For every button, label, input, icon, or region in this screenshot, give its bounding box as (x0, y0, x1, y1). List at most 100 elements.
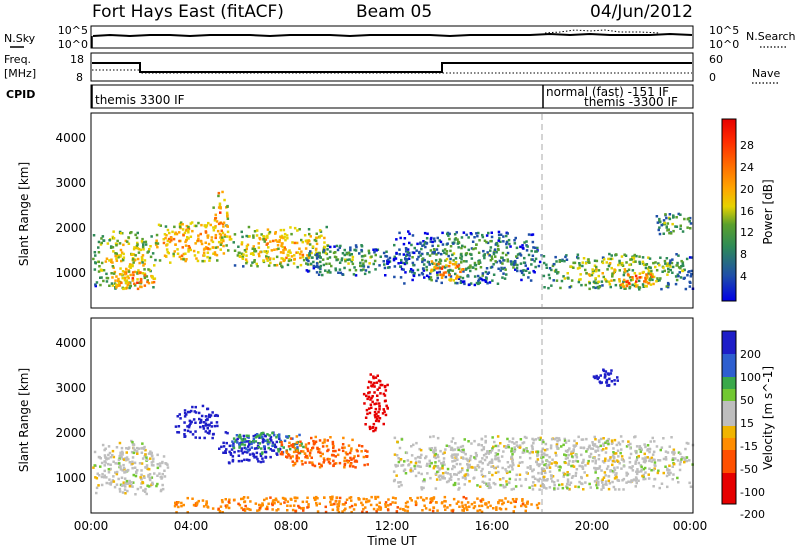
radar-cell (520, 504, 523, 508)
radar-cell (477, 251, 481, 254)
radar-cell (443, 451, 446, 454)
radar-cell (490, 265, 494, 269)
radar-cell (197, 237, 200, 240)
radar-cell (457, 482, 460, 485)
radar-cell (496, 444, 500, 448)
radar-cell (367, 265, 370, 269)
radar-cell (187, 228, 190, 232)
radar-cell (511, 461, 515, 465)
radar-cell (607, 383, 611, 387)
radar-cell (128, 461, 132, 464)
radar-cell (198, 417, 201, 421)
radar-cell (441, 265, 444, 268)
radar-cell (659, 256, 662, 259)
radar-cell (531, 258, 534, 261)
radar-cell (428, 447, 431, 450)
radar-cell (119, 254, 122, 257)
radar-cell (572, 266, 575, 269)
radar-cell (610, 442, 614, 445)
radar-cell (423, 258, 426, 262)
radar-cell (165, 234, 168, 237)
radar-cell (277, 500, 280, 504)
radar-cell (139, 486, 143, 489)
radar-cell (459, 256, 462, 259)
radar-cell (647, 282, 650, 285)
radar-cell (545, 263, 548, 266)
radar-cell (515, 266, 519, 270)
radar-cell (637, 470, 640, 473)
radar-cell (610, 266, 613, 270)
radar-cell (497, 470, 500, 474)
radar-cell (112, 266, 115, 269)
radar-cell (211, 433, 215, 436)
radar-cell (511, 458, 514, 462)
radar-cell (183, 412, 187, 415)
freq-trace (92, 62, 692, 73)
radar-cell (512, 487, 515, 491)
radar-cell (351, 258, 354, 261)
radar-cell (629, 452, 633, 456)
radar-cell (426, 472, 429, 475)
radar-cell (672, 448, 676, 451)
radar-cell (434, 472, 438, 476)
radar-cell (522, 247, 525, 250)
radar-cell (291, 437, 294, 440)
radar-cell (428, 263, 431, 266)
radar-cell (291, 455, 294, 458)
radar-cell (149, 476, 152, 480)
radar-cell (379, 383, 382, 387)
radar-cell (306, 263, 310, 266)
radar-cell (194, 430, 197, 433)
radar-cell (506, 437, 509, 441)
radar-cell (340, 258, 343, 262)
radar-cell (642, 460, 646, 463)
radar-cell (331, 442, 335, 446)
radar-cell (448, 232, 451, 236)
radar-cell (109, 481, 113, 484)
radar-cell (581, 461, 584, 465)
radar-cell (641, 457, 644, 460)
vel-cbar-band-7 (722, 438, 736, 450)
radar-cell (538, 488, 541, 491)
radar-cell (637, 279, 641, 283)
radar-cell (115, 286, 118, 289)
radar-cell (131, 460, 134, 464)
radar-cell (315, 257, 319, 260)
radar-cell (322, 249, 326, 252)
power-cbar-tick-20: 20 (740, 183, 754, 196)
radar-cell (267, 232, 271, 235)
radar-cell (242, 265, 245, 268)
radar-cell (136, 271, 139, 274)
radar-cell (660, 287, 663, 291)
radar-cell (512, 450, 516, 454)
radar-cell (611, 275, 614, 278)
radar-cell (192, 418, 196, 421)
radar-cell (272, 449, 276, 452)
radar-cell (466, 501, 470, 504)
radar-cell (200, 420, 203, 424)
radar-cell (472, 247, 475, 251)
radar-cell (306, 257, 309, 260)
radar-cell (307, 503, 310, 506)
radar-cell (611, 463, 614, 467)
radar-cell (313, 464, 317, 468)
radar-cell (237, 449, 240, 453)
radar-cell (569, 285, 573, 288)
radar-cell (132, 443, 135, 446)
radar-cell (494, 444, 498, 448)
radar-cell (627, 281, 631, 285)
radar-cell (374, 426, 378, 430)
radar-cell (115, 275, 118, 278)
radar-cell (652, 468, 655, 472)
radar-cell (306, 258, 309, 262)
radar-cell (310, 456, 313, 459)
radar-cell (475, 281, 479, 285)
radar-cell (615, 443, 619, 447)
radar-cell (250, 446, 253, 449)
radar-cell (430, 260, 434, 263)
radar-cell (460, 258, 463, 261)
radar-cell (591, 447, 595, 450)
radar-cell (631, 276, 634, 279)
radar-cell (612, 470, 615, 474)
radar-cell (238, 433, 242, 437)
